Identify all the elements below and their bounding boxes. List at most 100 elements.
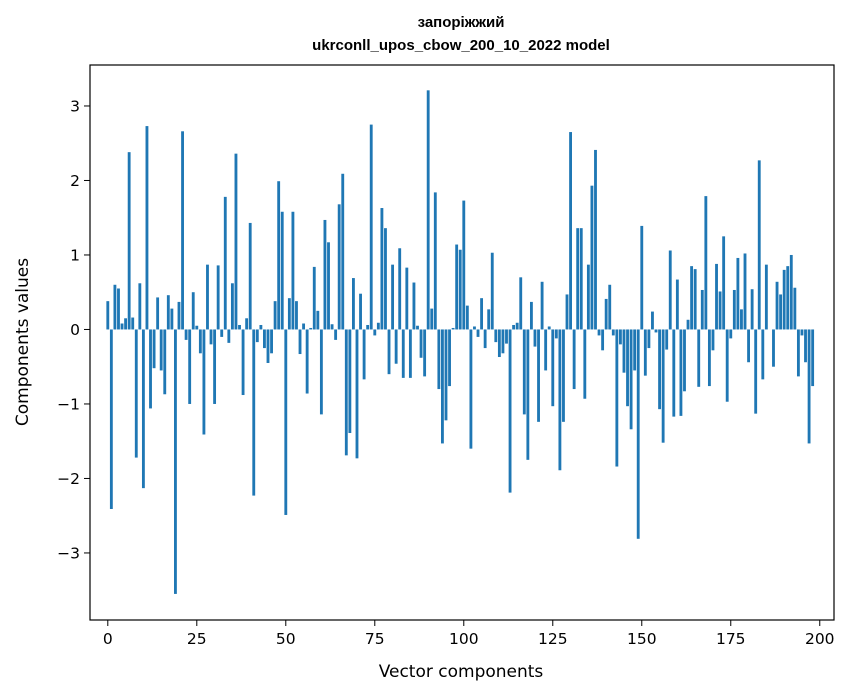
bar-176 — [732, 289, 736, 330]
bar-51 — [287, 298, 291, 330]
bar-175 — [729, 329, 733, 339]
bar-32 — [220, 329, 224, 337]
bar-72 — [362, 329, 366, 380]
bar-115 — [515, 322, 519, 330]
y-tick-label: −2 — [57, 470, 80, 488]
bar-24 — [191, 292, 195, 330]
bar-74 — [369, 124, 373, 330]
bar-37 — [238, 324, 241, 330]
bar-86 — [412, 282, 416, 330]
bar-120 — [533, 329, 537, 347]
bar-99 — [458, 249, 462, 330]
bar-34 — [227, 329, 231, 343]
bar-138 — [597, 329, 601, 336]
bar-192 — [789, 254, 793, 330]
bar-27 — [202, 329, 206, 435]
bar-85 — [408, 329, 412, 378]
y-tick-label: −1 — [57, 395, 80, 413]
bar-14 — [156, 297, 160, 330]
bar-29 — [209, 329, 213, 345]
bar-11 — [145, 126, 149, 330]
bar-162 — [683, 329, 686, 392]
bars-group — [106, 90, 815, 594]
bar-187 — [772, 329, 775, 367]
bar-8 — [134, 329, 138, 458]
bar-194 — [796, 329, 800, 377]
bar-103 — [473, 326, 476, 330]
bar-13 — [152, 329, 156, 369]
x-axis-label: Vector components — [379, 662, 544, 682]
bar-191 — [786, 266, 790, 330]
bar-126 — [554, 329, 558, 339]
bar-116 — [519, 277, 523, 330]
x-tick-label: 75 — [365, 630, 385, 648]
bar-38 — [241, 329, 245, 396]
bar-53 — [295, 301, 298, 330]
bar-21 — [181, 131, 184, 330]
bar-5 — [124, 318, 128, 330]
bar-1 — [109, 329, 113, 509]
bar-188 — [775, 281, 779, 330]
bar-58 — [312, 266, 316, 330]
bar-48 — [277, 181, 281, 330]
bar-161 — [679, 329, 683, 416]
bar-139 — [601, 329, 605, 351]
chart-title: запоріжжий — [418, 14, 505, 31]
bar-47 — [273, 301, 277, 330]
bar-97 — [451, 327, 455, 330]
bar-106 — [483, 329, 487, 349]
bar-169 — [707, 329, 711, 387]
x-tick-label: 125 — [538, 630, 568, 648]
bar-33 — [223, 196, 227, 330]
bar-133 — [579, 228, 583, 330]
bar-19 — [174, 329, 177, 594]
bar-92 — [433, 192, 437, 330]
bar-185 — [764, 264, 768, 330]
bar-146 — [626, 329, 629, 407]
bar-102 — [469, 329, 473, 449]
bar-137 — [594, 149, 597, 330]
bar-109 — [494, 329, 498, 343]
bar-89 — [423, 329, 427, 377]
bar-104 — [476, 329, 480, 337]
bar-3 — [117, 288, 120, 330]
bar-122 — [540, 281, 544, 330]
bar-65 — [337, 204, 341, 330]
bar-67 — [344, 329, 348, 456]
bar-91 — [430, 308, 434, 330]
bar-44 — [263, 329, 266, 349]
bar-105 — [480, 298, 484, 330]
bar-125 — [551, 329, 555, 407]
bar-84 — [405, 267, 409, 330]
bar-132 — [576, 228, 580, 330]
bar-10 — [141, 329, 145, 489]
bar-117 — [522, 329, 526, 415]
bar-118 — [526, 329, 530, 460]
bar-57 — [309, 327, 313, 330]
bar-170 — [711, 329, 715, 351]
bar-174 — [725, 329, 729, 402]
bar-66 — [341, 173, 345, 330]
bar-131 — [572, 329, 576, 390]
bar-155 — [658, 329, 661, 410]
bar-96 — [448, 329, 451, 387]
bar-18 — [170, 308, 174, 330]
bar-94 — [441, 329, 444, 444]
bar-108 — [490, 252, 494, 330]
bar-95 — [444, 329, 448, 421]
bar-157 — [665, 329, 669, 350]
x-tick-label: 100 — [449, 630, 479, 648]
bar-143 — [615, 329, 619, 467]
bar-17 — [166, 295, 170, 330]
bar-87 — [416, 325, 419, 330]
bar-145 — [622, 329, 626, 373]
bar-43 — [259, 324, 263, 330]
bar-156 — [661, 329, 665, 443]
bar-154 — [654, 329, 658, 333]
bar-148 — [633, 329, 637, 371]
bar-195 — [800, 329, 804, 336]
x-tick-label: 175 — [716, 630, 746, 648]
bar-124 — [547, 326, 551, 330]
bar-63 — [330, 324, 334, 330]
